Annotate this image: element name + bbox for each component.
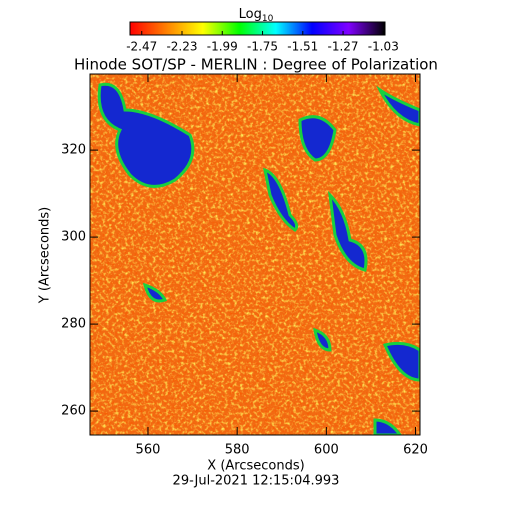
y-tick-label: 260 <box>61 404 86 419</box>
x-tick-label: 580 <box>225 443 250 458</box>
y-tick-label: 320 <box>61 143 86 158</box>
colorbar-tick-label: -2.47 <box>126 40 157 54</box>
colorbar-tick-label: -1.75 <box>247 40 278 54</box>
colorbar <box>129 21 386 36</box>
colorbar-tick-label: -1.27 <box>328 40 359 54</box>
colorbar-tick-label: -2.23 <box>166 40 197 54</box>
x-tick-label: 600 <box>314 443 339 458</box>
colorbar-tick-label: -1.99 <box>207 40 238 54</box>
colorbar-label: Log10 <box>239 7 274 24</box>
y-tick-label: 280 <box>61 317 86 332</box>
colorbar-tick-label: -1.51 <box>287 40 318 54</box>
x-axis-label: X (Arcseconds) <box>207 459 304 474</box>
chart-title: Hinode SOT/SP - MERLIN : Degree of Polar… <box>74 56 438 74</box>
x-tick-label: 620 <box>403 443 428 458</box>
subtitle: 29-Jul-2021 12:15:04.993 <box>173 474 340 489</box>
plot-frame <box>89 73 421 436</box>
x-tick-label: 560 <box>136 443 161 458</box>
heatmap <box>90 74 420 435</box>
colorbar-tick-label: -1.03 <box>368 40 399 54</box>
y-tick-label: 300 <box>61 230 86 245</box>
y-axis-label: Y (Arcseconds) <box>38 207 53 304</box>
